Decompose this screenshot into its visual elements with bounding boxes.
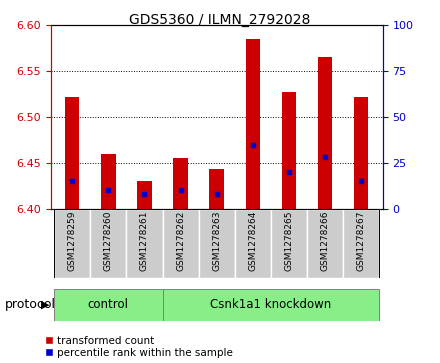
Text: GSM1278261: GSM1278261: [140, 211, 149, 271]
Point: [249, 142, 257, 147]
Point: [69, 178, 76, 184]
Legend: transformed count, percentile rank within the sample: transformed count, percentile rank withi…: [45, 336, 233, 358]
Point: [286, 169, 293, 175]
Text: protocol: protocol: [4, 298, 55, 311]
Bar: [198, 209, 235, 278]
Point: [322, 155, 329, 160]
Bar: [235, 209, 271, 278]
Bar: [173, 158, 188, 209]
Bar: [101, 154, 116, 209]
Bar: [54, 289, 162, 321]
Bar: [162, 209, 198, 278]
Bar: [354, 97, 368, 209]
Bar: [307, 209, 343, 278]
Bar: [282, 92, 296, 209]
Text: GSM1278262: GSM1278262: [176, 211, 185, 271]
Bar: [90, 209, 126, 278]
Text: GSM1278263: GSM1278263: [212, 211, 221, 271]
Point: [141, 191, 148, 197]
Bar: [126, 209, 162, 278]
Bar: [318, 57, 332, 209]
Text: GSM1278267: GSM1278267: [357, 211, 366, 271]
Bar: [209, 169, 224, 209]
Text: ▶: ▶: [41, 300, 49, 310]
Bar: [271, 209, 307, 278]
Bar: [246, 39, 260, 209]
Text: GSM1278265: GSM1278265: [284, 211, 293, 271]
Text: GSM1278264: GSM1278264: [248, 211, 257, 271]
Bar: [162, 289, 379, 321]
Point: [177, 188, 184, 193]
Text: control: control: [88, 298, 129, 311]
Text: GSM1278259: GSM1278259: [68, 211, 77, 271]
Bar: [54, 209, 90, 278]
Bar: [137, 181, 152, 209]
Bar: [343, 209, 379, 278]
Bar: [65, 97, 80, 209]
Point: [213, 191, 220, 197]
Text: Csnk1a1 knockdown: Csnk1a1 knockdown: [210, 298, 331, 311]
Point: [358, 178, 365, 184]
Point: [105, 188, 112, 193]
Text: GSM1278260: GSM1278260: [104, 211, 113, 271]
Text: GSM1278266: GSM1278266: [320, 211, 330, 271]
Text: GDS5360 / ILMN_2792028: GDS5360 / ILMN_2792028: [129, 13, 311, 27]
